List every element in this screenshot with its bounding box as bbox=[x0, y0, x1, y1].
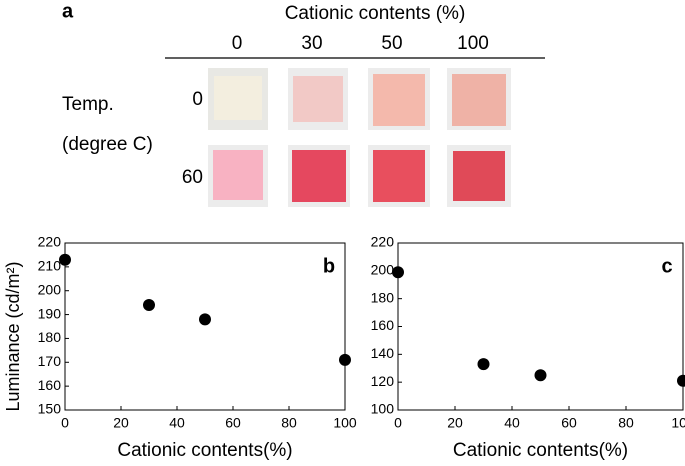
x-tick-label: 20 bbox=[447, 415, 463, 431]
point bbox=[534, 369, 547, 382]
x-tick-label: 60 bbox=[561, 415, 577, 431]
x-tick-label: 20 bbox=[113, 415, 129, 431]
column-header: 100 bbox=[457, 33, 489, 54]
x-tick-label: 80 bbox=[281, 415, 297, 431]
point bbox=[477, 358, 490, 371]
panel-label: b bbox=[323, 255, 335, 277]
row-header: 0 bbox=[192, 89, 203, 110]
x-tick-label: 0 bbox=[61, 415, 69, 431]
plot-frame bbox=[397, 242, 684, 411]
y-tick-label: 180 bbox=[38, 329, 62, 345]
y-tick-label: 100 bbox=[371, 401, 395, 417]
point bbox=[677, 374, 685, 387]
y-tick-label: 160 bbox=[371, 317, 395, 333]
point bbox=[143, 299, 155, 312]
point bbox=[199, 313, 211, 326]
sample bbox=[213, 150, 263, 200]
x-tick-label: 40 bbox=[169, 415, 185, 431]
x-tick-label: 80 bbox=[618, 415, 634, 431]
y-tick-label: 150 bbox=[38, 401, 62, 417]
panel-label: a bbox=[62, 0, 74, 22]
sample bbox=[292, 150, 346, 202]
point bbox=[59, 253, 71, 266]
column-title: Cationic contents (%) bbox=[285, 3, 466, 24]
sample bbox=[452, 74, 506, 126]
sample bbox=[373, 150, 425, 202]
sample bbox=[293, 76, 343, 122]
sample bbox=[373, 74, 425, 126]
y-tick-label: 190 bbox=[38, 305, 62, 321]
swatches bbox=[208, 68, 511, 207]
column-header: 30 bbox=[301, 33, 322, 54]
x-axis-label: Cationic contents(%) bbox=[117, 440, 292, 461]
x-tick-label: 40 bbox=[504, 415, 520, 431]
y-tick-label: 210 bbox=[38, 258, 62, 274]
x-axis-label: Cationic contents(%) bbox=[453, 440, 628, 461]
row-title: (degree C) bbox=[62, 134, 153, 155]
column-header: 0 bbox=[232, 33, 243, 54]
point bbox=[339, 353, 351, 366]
sample bbox=[453, 151, 505, 201]
column-header: 50 bbox=[381, 33, 402, 54]
x-tick-label: 0 bbox=[394, 415, 402, 431]
y-tick-label: 200 bbox=[38, 281, 62, 297]
y-tick-label: 220 bbox=[38, 234, 62, 250]
y-tick-label: 200 bbox=[371, 262, 395, 278]
sample bbox=[214, 76, 262, 120]
x-tick-label: 100 bbox=[333, 415, 357, 431]
y-tick-label: 220 bbox=[371, 234, 395, 250]
plot-frame bbox=[64, 242, 346, 411]
y-tick-label: 180 bbox=[371, 289, 395, 305]
y-tick-label: 140 bbox=[371, 345, 395, 361]
y-axis-label: Luminance (cd/m²) bbox=[3, 261, 23, 411]
x-tick-label: 100 bbox=[671, 415, 685, 431]
x-tick-label: 60 bbox=[225, 415, 241, 431]
y-tick-label: 170 bbox=[38, 353, 62, 369]
panel-label: c bbox=[661, 255, 672, 277]
y-tick-label: 160 bbox=[38, 377, 62, 393]
row-title: Temp. bbox=[62, 94, 114, 115]
row-header: 60 bbox=[182, 167, 203, 188]
point bbox=[392, 266, 404, 279]
y-tick-label: 120 bbox=[371, 373, 395, 389]
